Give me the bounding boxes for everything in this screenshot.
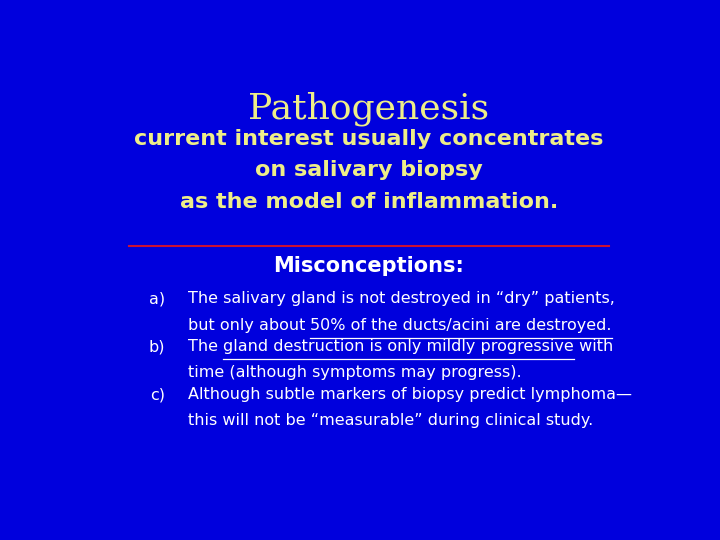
Text: Misconceptions:: Misconceptions: bbox=[274, 256, 464, 276]
Text: a): a) bbox=[149, 292, 166, 306]
Text: The: The bbox=[188, 339, 222, 354]
Text: b): b) bbox=[149, 339, 166, 354]
Text: The salivary gland is not destroyed in “dry” patients,: The salivary gland is not destroyed in “… bbox=[188, 292, 615, 306]
Text: this will not be “measurable” during clinical study.: this will not be “measurable” during cli… bbox=[188, 413, 593, 428]
Text: 50% of the ducts/acini are destroyed.: 50% of the ducts/acini are destroyed. bbox=[310, 318, 612, 333]
Text: on salivary biopsy: on salivary biopsy bbox=[255, 160, 483, 180]
Text: c): c) bbox=[150, 387, 166, 402]
Text: with: with bbox=[574, 339, 613, 354]
Text: Although subtle markers of biopsy predict lymphoma—: Although subtle markers of biopsy predic… bbox=[188, 387, 631, 402]
Text: time (although symptoms may progress).: time (although symptoms may progress). bbox=[188, 366, 521, 380]
Text: current interest usually concentrates: current interest usually concentrates bbox=[135, 129, 603, 149]
Text: but only about: but only about bbox=[188, 318, 310, 333]
Text: gland destruction is only mildly progressive: gland destruction is only mildly progres… bbox=[222, 339, 574, 354]
Text: as the model of inflammation.: as the model of inflammation. bbox=[180, 192, 558, 212]
Text: Pathogenesis: Pathogenesis bbox=[248, 92, 490, 126]
